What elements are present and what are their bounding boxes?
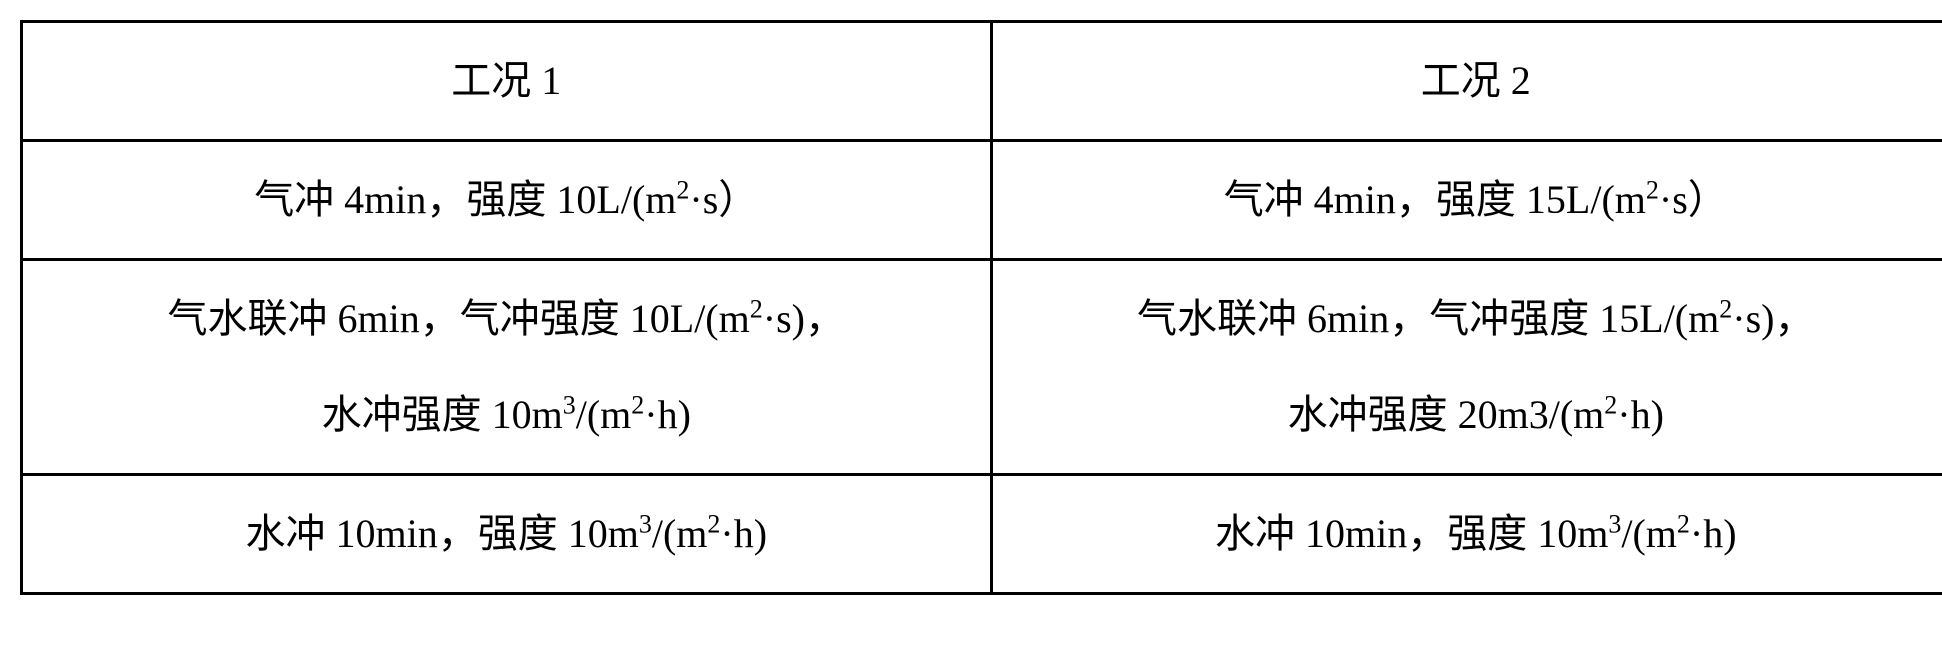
header-cell-condition-1: 工况 1 xyxy=(22,22,992,141)
table-header-row: 工况 1 工况 2 xyxy=(22,22,1942,141)
cell-r2-c2: 气水联冲 6min，气冲强度 15L/(m2·s)，水冲强度 20m3/(m2·… xyxy=(991,260,1942,475)
header-cell-condition-2: 工况 2 xyxy=(991,22,1942,141)
cell-r3-c1: 水冲 10min，强度 10m3/(m2·h) xyxy=(22,475,992,594)
table-container: 工况 1 工况 2 气冲 4min，强度 10L/(m2·s） 气冲 4min，… xyxy=(20,20,1942,595)
table-row: 气冲 4min，强度 10L/(m2·s） 气冲 4min，强度 15L/(m2… xyxy=(22,141,1942,260)
cell-r3-c2: 水冲 10min，强度 10m3/(m2·h) xyxy=(991,475,1942,594)
cell-r1-c2: 气冲 4min，强度 15L/(m2·s） xyxy=(991,141,1942,260)
conditions-table: 工况 1 工况 2 气冲 4min，强度 10L/(m2·s） 气冲 4min，… xyxy=(20,20,1942,595)
table-row: 水冲 10min，强度 10m3/(m2·h) 水冲 10min，强度 10m3… xyxy=(22,475,1942,594)
cell-r2-c1: 气水联冲 6min，气冲强度 10L/(m2·s)，水冲强度 10m3/(m2·… xyxy=(22,260,992,475)
table-row: 气水联冲 6min，气冲强度 10L/(m2·s)，水冲强度 10m3/(m2·… xyxy=(22,260,1942,475)
cell-r1-c1: 气冲 4min，强度 10L/(m2·s） xyxy=(22,141,992,260)
